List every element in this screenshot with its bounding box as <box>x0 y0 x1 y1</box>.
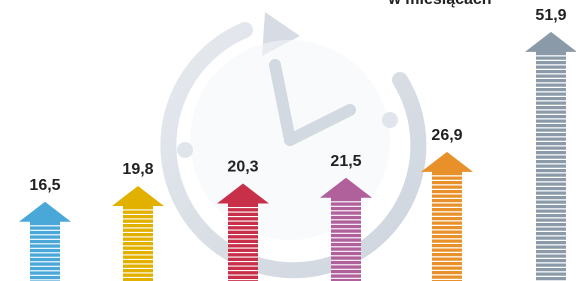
chart-title: w miesiącach <box>387 0 491 8</box>
arrow-bar <box>112 186 164 281</box>
value-label: 19,8 <box>122 161 153 178</box>
page: {"chart_data": {"type": "arrow-bar", "ti… <box>0 0 576 281</box>
value-label: 26,9 <box>431 127 462 144</box>
value-label: 21,5 <box>330 153 361 170</box>
arrow-bar <box>19 202 71 281</box>
chart: w miesiącach 16,5 19,8 20,3 21,5 26,9 51,9 <box>0 0 576 281</box>
value-label: 20,3 <box>227 159 258 176</box>
value-label: 51,9 <box>535 7 566 24</box>
value-label: 16,5 <box>29 177 60 194</box>
clock-illustration <box>168 12 418 270</box>
